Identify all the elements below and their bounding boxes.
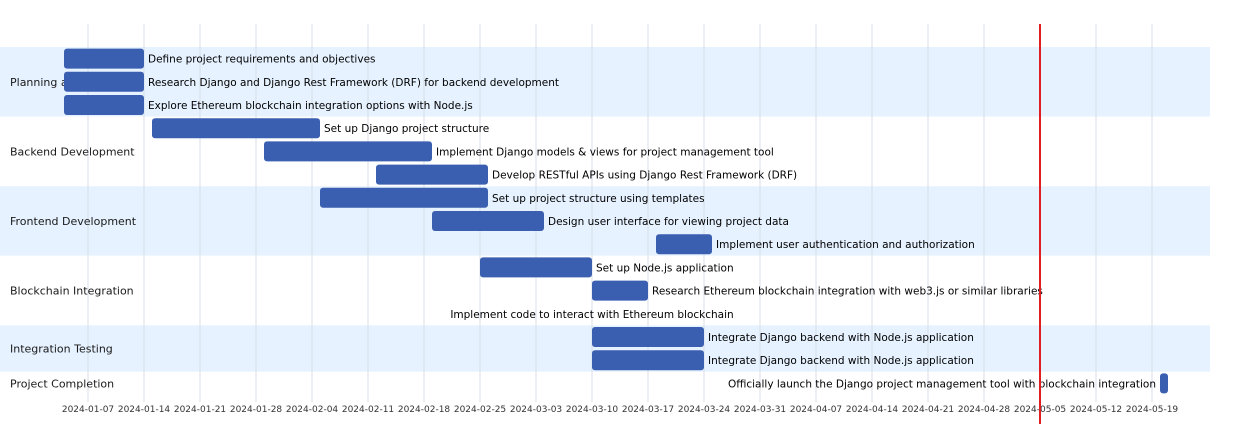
task-bar [592, 280, 648, 301]
tick-label: 2024-04-14 [846, 405, 899, 415]
task-label: Explore Ethereum blockchain integration … [148, 100, 473, 112]
task-label: Set up project structure using templates [492, 193, 705, 205]
task-label: Research Django and Django Rest Framewor… [148, 77, 559, 89]
tick-label: 2024-03-17 [622, 405, 674, 415]
tick-label: 2024-01-07 [62, 405, 114, 415]
task-label: Set up Django project structure [324, 123, 489, 135]
section-band [0, 371, 1210, 395]
task-label: Implement Django models & views for proj… [436, 146, 774, 158]
task-label: Set up Node.js application [596, 262, 734, 274]
task-label: Define project requirements and objectiv… [148, 54, 376, 66]
tick-label: 2024-05-12 [1070, 405, 1122, 415]
tick-label: 2024-03-31 [734, 405, 786, 415]
task-bar [152, 118, 320, 139]
task-bar [1160, 373, 1168, 394]
task-label: Design user interface for viewing projec… [548, 216, 789, 228]
tick-label: 2024-04-21 [902, 405, 954, 415]
task-label: Develop RESTful APIs using Django Rest F… [492, 170, 797, 182]
task-label: Implement code to interact with Ethereum… [450, 309, 733, 321]
task-label: Integrate Django backend with Node.js ap… [708, 332, 974, 344]
tick-label: 2024-03-24 [678, 405, 731, 415]
tick-label: 2024-02-18 [398, 405, 451, 415]
task-bar [656, 234, 712, 255]
section-band [0, 47, 1210, 117]
section-band [0, 186, 1210, 256]
task-label: Research Ethereum blockchain integration… [652, 286, 1043, 298]
tick-label: 2024-04-07 [790, 405, 842, 415]
tick-label: 2024-02-11 [342, 405, 394, 415]
task-bar [592, 327, 704, 347]
section-label: Project Completion [10, 377, 114, 390]
tick-label: 2024-02-25 [454, 405, 506, 415]
section-labels: Planning and ResearchBackend Development… [10, 76, 137, 391]
tick-label: 2024-02-04 [286, 405, 339, 415]
task-bar [264, 141, 432, 162]
tick-label: 2024-01-21 [174, 405, 226, 415]
tick-label: 2024-01-28 [230, 405, 283, 415]
task-label: Implement user authentication and author… [716, 239, 975, 251]
tick-label: 2024-05-19 [1126, 405, 1179, 415]
tick-label: 2024-01-14 [118, 405, 171, 415]
task-bar [64, 95, 144, 115]
task-bar [64, 71, 144, 92]
task-label: Integrate Django backend with Node.js ap… [708, 355, 974, 367]
task-bar [480, 257, 592, 278]
task-bar [592, 350, 704, 371]
task-bar [320, 187, 488, 208]
section-label: Backend Development [10, 145, 135, 158]
task-bar [376, 164, 488, 185]
section-label: Integration Testing [10, 343, 113, 356]
tick-label: 2024-04-28 [958, 405, 1011, 415]
task-bars: Define project requirements and objectiv… [64, 48, 1168, 394]
task-bar [432, 211, 544, 231]
x-axis-ticks: 2024-01-07 2024-01-14 2024-01-21 2024-01-28… [62, 405, 1179, 415]
grid-lines [87, 24, 1153, 402]
tick-label: 2024-03-03 [510, 405, 562, 415]
task-label: Officially launch the Django project man… [728, 378, 1156, 390]
task-bar [64, 48, 144, 69]
tick-label: 2024-03-10 [566, 405, 619, 415]
section-label: Frontend Development [10, 215, 137, 228]
section-label: Blockchain Integration [10, 285, 134, 298]
